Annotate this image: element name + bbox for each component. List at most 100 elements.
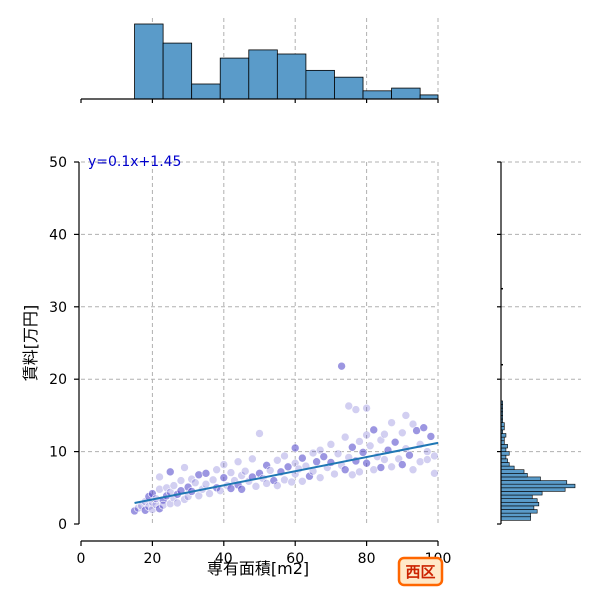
y-tick-label: 40: [49, 227, 67, 243]
histogram-bar-y: [500, 491, 543, 496]
histogram-bar-y: [500, 512, 531, 518]
scatter-point: [155, 472, 164, 482]
scatter-point: [233, 457, 243, 467]
histogram-bar-x: [276, 53, 307, 100]
histogram-bar-y: [500, 509, 538, 514]
scatter-point: [376, 463, 386, 472]
scatter-point: [430, 451, 439, 461]
histogram-bar-x: [419, 94, 439, 100]
axes-layer: [78, 98, 502, 542]
scatter-point: [226, 484, 236, 493]
scatter-point: [312, 457, 321, 467]
x-tick-label: 20: [143, 551, 161, 567]
scatter-point: [362, 430, 371, 440]
scatter-point: [362, 403, 371, 413]
scatter-point: [144, 502, 154, 511]
scatter-point: [262, 461, 271, 470]
scatter-point: [426, 432, 436, 441]
scatter-point: [215, 486, 225, 495]
scatter-point: [219, 473, 229, 482]
scatter-point: [205, 489, 214, 498]
scatter-point: [262, 479, 271, 488]
y-tick-label: 20: [49, 372, 67, 388]
marginal-y-histogram: [500, 287, 576, 521]
histogram-bar-y: [500, 454, 507, 460]
histogram-bar-y: [500, 447, 507, 452]
scatter-point: [180, 463, 189, 472]
histogram-bar-y: [500, 444, 508, 449]
x-tick-label: 60: [286, 551, 304, 567]
scatter-point: [351, 405, 361, 414]
y-tick-label: 10: [49, 445, 67, 461]
y-axis-label: 賃料[万円]: [21, 305, 40, 382]
scatter-point: [169, 481, 179, 490]
scatter-point: [237, 471, 246, 480]
scatter-point: [255, 429, 264, 438]
histogram-bar-x: [334, 76, 364, 100]
regression-layer: [134, 441, 439, 504]
scatter-point: [348, 470, 357, 480]
scatter-point: [226, 468, 236, 477]
scatter-point: [422, 447, 432, 456]
scatter-point: [340, 465, 350, 475]
scatter-point: [208, 475, 218, 485]
scatter-point: [355, 467, 364, 477]
histogram-bar-y: [500, 473, 528, 478]
histogram-bar-x: [305, 69, 335, 100]
scatter-point: [201, 479, 211, 489]
scatter-point: [190, 478, 200, 488]
histogram-bar-y: [500, 494, 533, 499]
scatter-point: [273, 455, 282, 465]
scatter-point: [140, 505, 150, 515]
scatter-point: [330, 469, 339, 479]
y-tick-label: 30: [49, 300, 67, 316]
scatter-point: [187, 474, 196, 484]
scatter-point: [430, 469, 439, 478]
histogram-bar-x: [134, 23, 164, 100]
histogram-bar-y: [500, 462, 510, 467]
x-tick-label: 0: [77, 551, 86, 567]
ticks-layer: 02040608010001020304050: [49, 99, 501, 567]
histogram-bar-x: [391, 87, 421, 100]
scatter-point: [148, 489, 157, 498]
scatter-point: [397, 460, 407, 469]
district-badge-label: 西区: [405, 563, 435, 581]
scatter-point: [380, 455, 389, 464]
scatter-point: [369, 425, 379, 435]
histogram-bar-y: [500, 476, 541, 481]
scatter-point: [315, 473, 325, 482]
district-badge: 西区: [397, 556, 444, 587]
histogram-bar-x: [248, 49, 278, 100]
histogram-bar-y: [500, 480, 568, 485]
scatter-point: [180, 495, 189, 504]
scatter-point: [273, 481, 282, 490]
histogram-bar-y: [500, 458, 508, 463]
scatter-point: [265, 466, 275, 475]
histogram-bar-x: [162, 42, 193, 100]
scatter-point: [283, 462, 293, 472]
histogram-bar-y: [500, 505, 535, 510]
scatter-point: [380, 429, 389, 439]
scatter-point: [176, 476, 186, 485]
scatter-point: [415, 457, 425, 467]
marginal-x-histogram: [134, 23, 439, 100]
scatter-point: [155, 484, 164, 494]
x-axis-label: 専有面積[m2]: [207, 559, 309, 578]
histogram-bar-y: [500, 465, 515, 470]
histogram-bar-x: [219, 57, 250, 100]
scatter-point: [194, 491, 204, 501]
scatter-point: [315, 445, 325, 455]
scatter-point: [158, 500, 168, 510]
scatter-point: [290, 443, 300, 453]
histogram-bar-x: [191, 83, 221, 100]
y-tick-label: 50: [49, 155, 67, 171]
scatter-point: [319, 452, 329, 461]
histogram-bar-y: [500, 516, 531, 521]
histogram-bar-y: [500, 451, 510, 456]
scatter-point: [387, 418, 396, 427]
histogram-bar-y: [500, 433, 507, 438]
scatter-point: [305, 471, 314, 481]
scatter-point: [248, 454, 257, 464]
